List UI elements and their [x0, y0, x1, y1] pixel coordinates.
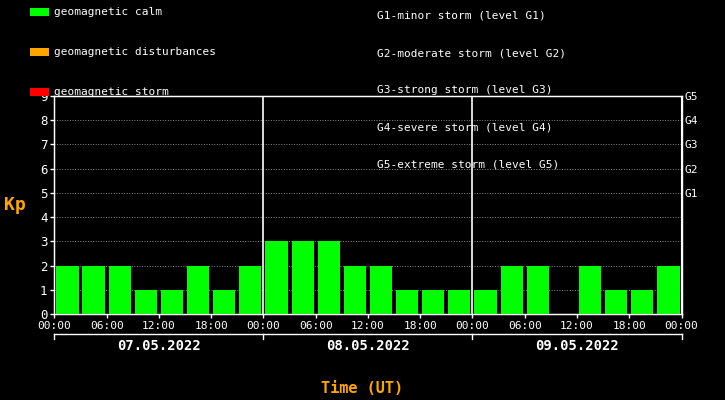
Bar — [57, 266, 78, 314]
Text: G2-moderate storm (level G2): G2-moderate storm (level G2) — [377, 48, 566, 58]
Bar — [344, 266, 366, 314]
Bar — [448, 290, 471, 314]
Text: geomagnetic storm: geomagnetic storm — [54, 87, 169, 97]
Bar — [526, 266, 549, 314]
Bar — [579, 266, 601, 314]
Bar — [83, 266, 104, 314]
Text: 08.05.2022: 08.05.2022 — [326, 339, 410, 353]
Bar — [658, 266, 679, 314]
Bar — [422, 290, 444, 314]
Text: 09.05.2022: 09.05.2022 — [535, 339, 619, 353]
Text: geomagnetic calm: geomagnetic calm — [54, 7, 162, 17]
Bar — [474, 290, 497, 314]
Bar — [500, 266, 523, 314]
Text: G4-severe storm (level G4): G4-severe storm (level G4) — [377, 122, 552, 133]
Bar — [187, 266, 210, 314]
Bar — [318, 241, 340, 314]
Text: Kp: Kp — [4, 196, 25, 214]
Text: G3-strong storm (level G3): G3-strong storm (level G3) — [377, 85, 552, 95]
Text: geomagnetic disturbances: geomagnetic disturbances — [54, 47, 216, 57]
Bar — [605, 290, 627, 314]
Bar — [396, 290, 418, 314]
Bar — [291, 241, 314, 314]
Text: G1-minor storm (level G1): G1-minor storm (level G1) — [377, 11, 546, 21]
Bar — [135, 290, 157, 314]
Text: G5-extreme storm (level G5): G5-extreme storm (level G5) — [377, 160, 559, 170]
Bar — [370, 266, 392, 314]
Text: 07.05.2022: 07.05.2022 — [117, 339, 201, 353]
Bar — [213, 290, 236, 314]
Bar — [239, 266, 262, 314]
Bar — [631, 290, 653, 314]
Bar — [265, 241, 288, 314]
Bar — [109, 266, 130, 314]
Bar — [161, 290, 183, 314]
Text: Time (UT): Time (UT) — [321, 381, 404, 396]
